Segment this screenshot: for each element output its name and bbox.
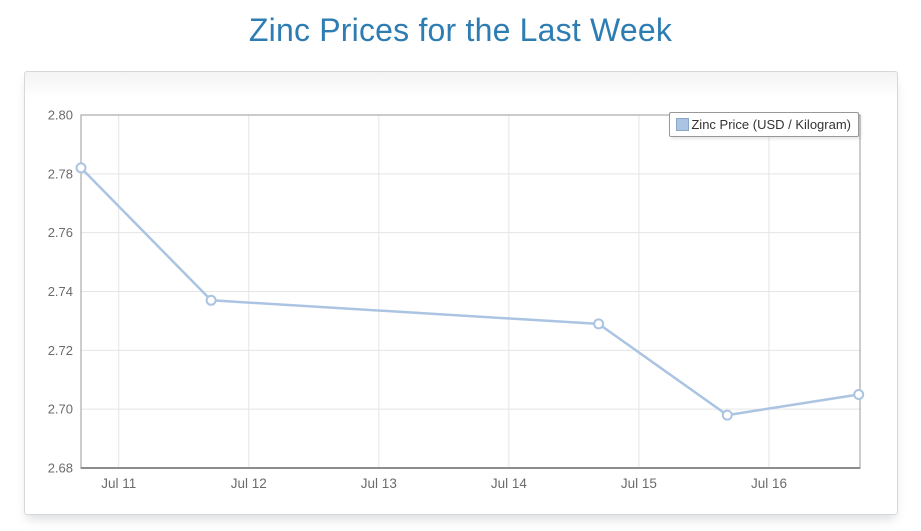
- y-axis-label: 2.78: [48, 166, 73, 181]
- legend-label: Zinc Price (USD / Kilogram): [691, 117, 851, 132]
- data-point-marker[interactable]: [593, 318, 605, 330]
- x-axis-label: Jul 11: [101, 476, 136, 491]
- chart-card: 2.68 2.70 2.72 2.74 2.76 2.78 2.80 Jul 11 Jul 12…: [24, 71, 898, 515]
- y-axis-label: 2.80: [48, 108, 73, 123]
- x-axis-label: Jul 15: [621, 476, 657, 491]
- y-axis-label: 2.74: [48, 284, 73, 299]
- data-point-marker[interactable]: [75, 162, 87, 174]
- price-chart: 2.68 2.70 2.72 2.74 2.76 2.78 2.80 Jul 11 Jul 12…: [48, 108, 865, 491]
- data-point-marker[interactable]: [721, 409, 733, 421]
- x-axis-label: Jul 13: [361, 476, 397, 491]
- y-axis-label: 2.72: [48, 343, 73, 358]
- legend-swatch-icon: [676, 118, 690, 131]
- page-title: Zinc Prices for the Last Week: [248, 12, 673, 48]
- data-point-marker[interactable]: [205, 294, 217, 306]
- y-axis-label: 2.68: [48, 461, 73, 476]
- chart-legend[interactable]: Zinc Price (USD / Kilogram): [669, 112, 859, 137]
- x-axis-label: Jul 12: [231, 476, 267, 491]
- x-axis-label: Jul 16: [751, 476, 787, 491]
- y-axis-label: 2.70: [48, 402, 73, 417]
- data-point-marker[interactable]: [853, 389, 865, 400]
- x-axis-label: Jul 14: [491, 476, 528, 491]
- y-axis-label: 2.76: [48, 225, 73, 240]
